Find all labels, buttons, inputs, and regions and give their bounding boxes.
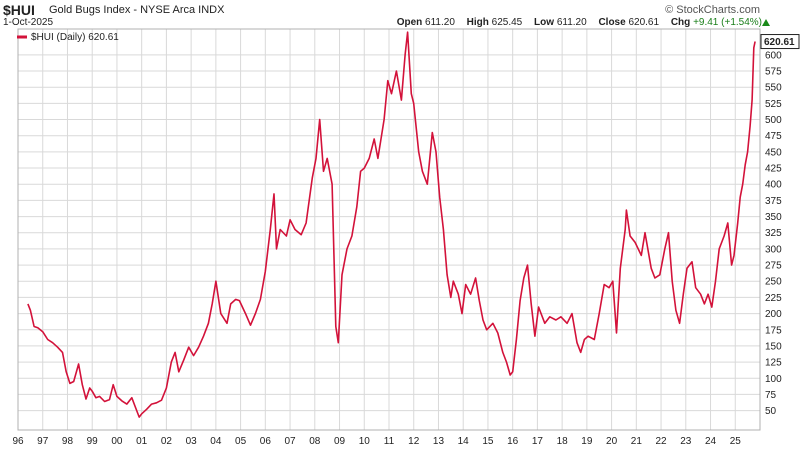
x-tick-label: 22 xyxy=(656,436,668,447)
x-tick-label: 99 xyxy=(87,436,99,447)
y-tick-label: 325 xyxy=(765,228,782,239)
y-tick-label: 175 xyxy=(765,325,782,336)
x-tick-label: 08 xyxy=(309,436,321,447)
y-tick-label: 275 xyxy=(765,261,782,272)
y-tick-label: 350 xyxy=(765,212,782,223)
x-tick-label: 96 xyxy=(12,436,24,447)
plot-frame xyxy=(17,28,761,431)
close-label: Close xyxy=(598,17,626,28)
y-axis: 50 75 100 125 150 175 200 225 250 275 300 325 350 375… xyxy=(765,50,782,417)
low-label: Low xyxy=(534,17,555,28)
last-value-label: 620.61 xyxy=(760,34,800,50)
x-tick-label: 05 xyxy=(235,436,247,447)
hui-price-line xyxy=(27,31,756,418)
y-tick-label: 400 xyxy=(765,180,782,191)
chart-security-name: Gold Bugs Index - NYSE Arca INDX xyxy=(49,4,225,16)
x-tick-label: 19 xyxy=(581,436,593,447)
y-tick-label: 575 xyxy=(765,67,782,78)
x-tick-label: 15 xyxy=(482,436,494,447)
legend-label: $HUI (Daily) 620.61 xyxy=(31,32,119,43)
open-value: 611.20 xyxy=(425,17,455,28)
last-value-text: 620.61 xyxy=(764,37,795,48)
y-tick-label: 450 xyxy=(765,147,782,158)
x-tick-label: 25 xyxy=(730,436,742,447)
x-tick-label: 03 xyxy=(186,436,198,447)
up-arrow-icon xyxy=(762,19,770,26)
chart-symbol: $HUI xyxy=(3,2,35,18)
high-label: High xyxy=(466,17,489,28)
x-tick-label: 07 xyxy=(285,436,297,447)
y-tick-label: 550 xyxy=(765,83,782,94)
y-tick-label: 300 xyxy=(765,244,782,255)
y-tick-label: 375 xyxy=(765,196,782,207)
close-value: 620.61 xyxy=(628,17,660,28)
x-tick-label: 10 xyxy=(359,436,371,447)
ohlc-readout: Open 611.20 High 625.45 Low 611.20 Close… xyxy=(397,17,762,28)
x-tick-label: 18 xyxy=(557,436,569,447)
high-value: 625.45 xyxy=(491,17,523,28)
x-tick-label: 14 xyxy=(458,436,470,447)
x-tick-label: 09 xyxy=(334,436,346,447)
x-axis: 96 97 98 99 00 01 02 03 04 05 06 07 08 09 10 11 12 13 14 15… xyxy=(12,436,741,447)
stockcharts-brand: © StockCharts.com xyxy=(665,4,760,16)
x-tick-label: 98 xyxy=(62,436,74,447)
x-tick-label: 13 xyxy=(433,436,445,447)
x-tick-label: 21 xyxy=(631,436,643,447)
y-tick-label: 225 xyxy=(765,293,782,304)
x-tick-label: 11 xyxy=(384,436,395,447)
chg-value: +9.41 (+1.54%) xyxy=(693,17,762,28)
x-tick-label: 24 xyxy=(705,436,717,447)
grid xyxy=(17,29,760,430)
y-tick-label: 50 xyxy=(765,406,777,417)
x-tick-label: 97 xyxy=(37,436,49,447)
legend: $HUI (Daily) 620.61 xyxy=(17,32,119,43)
x-tick-label: 02 xyxy=(161,436,173,447)
y-tick-label: 250 xyxy=(765,277,782,288)
x-tick-label: 20 xyxy=(606,436,618,447)
chg-label: Chg xyxy=(670,17,691,28)
x-tick-label: 12 xyxy=(408,436,420,447)
y-tick-label: 100 xyxy=(765,374,782,385)
y-tick-label: 75 xyxy=(765,390,777,401)
last-value-box xyxy=(760,34,800,50)
open-label: Open xyxy=(396,17,423,28)
chart-date: 1-Oct-2025 xyxy=(3,17,54,28)
y-tick-label: 125 xyxy=(765,358,782,369)
x-tick-label: 04 xyxy=(210,436,222,447)
y-tick-label: 150 xyxy=(765,341,782,352)
x-tick-label: 01 xyxy=(136,436,148,447)
low-value: 611.20 xyxy=(556,17,587,28)
x-tick-label: 23 xyxy=(680,436,692,447)
y-tick-label: 600 xyxy=(765,50,782,61)
x-tick-label: 16 xyxy=(507,436,519,447)
y-tick-label: 500 xyxy=(765,115,782,126)
y-tick-label: 475 xyxy=(765,131,782,142)
x-tick-label: 00 xyxy=(111,436,123,447)
y-tick-label: 200 xyxy=(765,309,782,320)
x-tick-label: 06 xyxy=(260,436,272,447)
x-tick-label: 17 xyxy=(532,436,544,447)
y-tick-label: 425 xyxy=(765,164,782,175)
y-tick-label: 525 xyxy=(765,99,782,110)
